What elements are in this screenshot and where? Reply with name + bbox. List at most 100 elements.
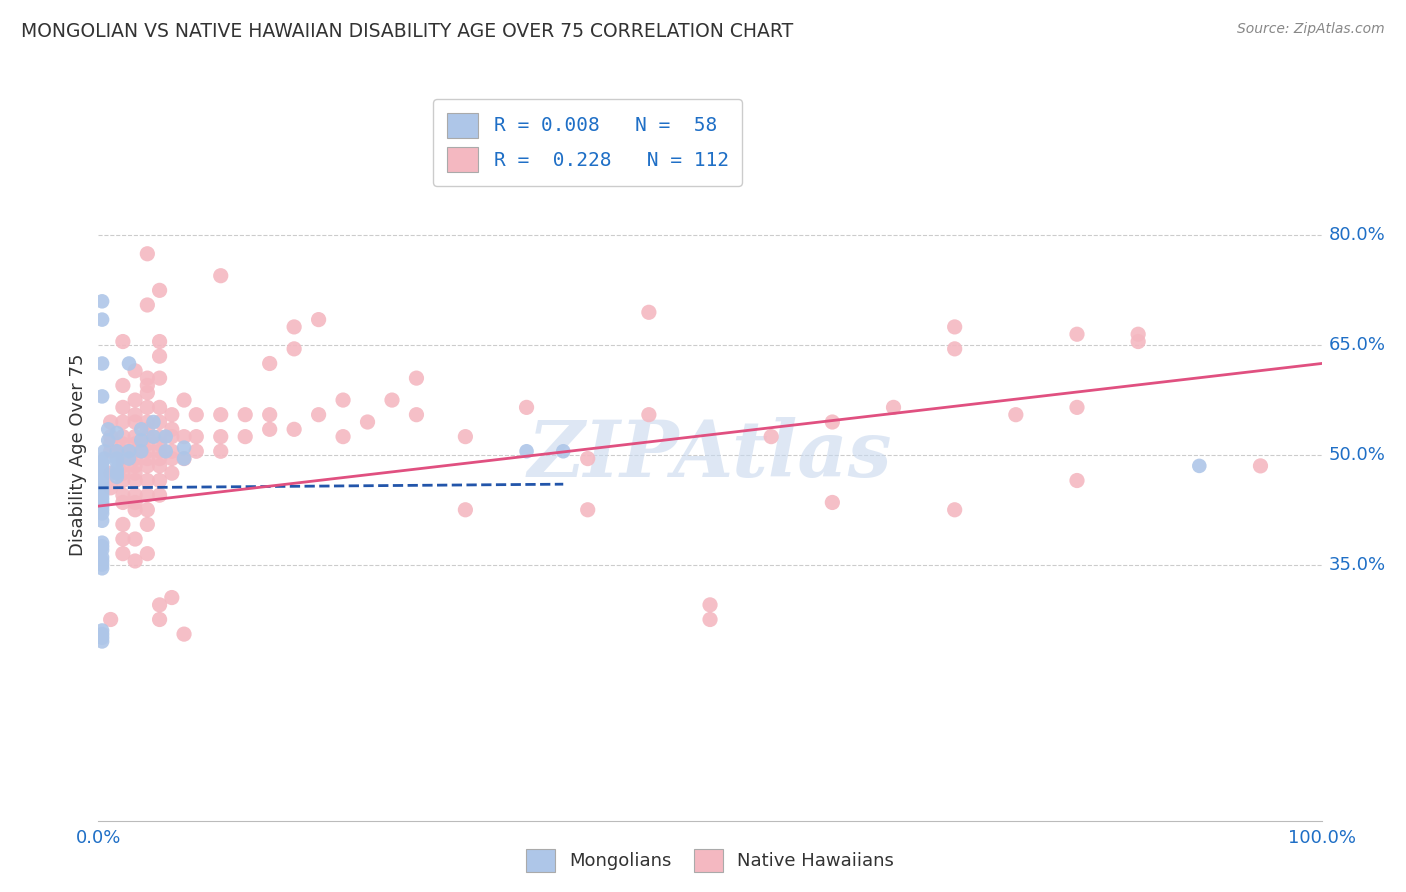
Text: MONGOLIAN VS NATIVE HAWAIIAN DISABILITY AGE OVER 75 CORRELATION CHART: MONGOLIAN VS NATIVE HAWAIIAN DISABILITY … [21,22,793,41]
Point [129,422,152,436]
Point [124,474,146,488]
Point [1249,458,1271,473]
Point [149,437,172,451]
Point [91,503,114,517]
Point [91,312,114,326]
Point [259,408,281,422]
Text: Source: ZipAtlas.com: Source: ZipAtlas.com [1237,22,1385,37]
Point [111,458,134,473]
Point [283,342,305,356]
Point [124,393,146,408]
Point [160,422,183,436]
Point [381,393,404,408]
Point [283,422,305,436]
Point [111,444,134,458]
Point [637,408,661,422]
Point [160,466,183,480]
Point [124,408,146,422]
Point [124,451,146,466]
Point [111,517,134,532]
Point [821,495,844,509]
Point [111,401,134,415]
Point [136,547,159,561]
Point [91,458,114,473]
Point [1066,401,1088,415]
Point [118,356,141,371]
Point [111,547,134,561]
Point [91,294,114,309]
Point [149,284,172,298]
Point [91,389,114,403]
Point [699,598,721,612]
Point [149,401,172,415]
Point [155,444,177,458]
Point [111,378,134,392]
Point [124,430,146,444]
Point [111,415,134,429]
Point [136,474,159,488]
Point [124,444,146,458]
Point [136,488,159,502]
Point [233,408,256,422]
Point [124,415,146,429]
Point [105,425,128,440]
Point [160,430,183,444]
Point [124,437,146,451]
Point [308,408,330,422]
Point [111,451,134,466]
Text: 80.0%: 80.0% [1329,227,1385,244]
Point [124,503,146,517]
Point [136,371,159,385]
Point [1128,327,1150,342]
Point [405,408,427,422]
Point [111,437,134,451]
Point [149,598,172,612]
Point [136,458,159,473]
Point [136,444,159,458]
Point [91,474,114,488]
Point [356,415,378,429]
Point [91,558,114,572]
Text: 65.0%: 65.0% [1329,336,1386,354]
Point [149,488,172,502]
Point [209,444,232,458]
Point [136,298,159,312]
Point [136,422,159,436]
Point [91,484,114,499]
Point [576,503,599,517]
Point [149,451,172,466]
Point [136,415,159,429]
Point [100,613,122,627]
Point [173,627,195,641]
Point [454,430,477,444]
Point [91,624,114,638]
Text: 35.0%: 35.0% [1329,556,1386,574]
Point [943,320,966,334]
Point [186,430,208,444]
Point [173,393,195,408]
Point [91,539,114,553]
Point [943,503,966,517]
Point [91,462,114,476]
Point [136,503,159,517]
Point [91,535,114,549]
Point [91,550,114,565]
Point [91,514,114,528]
Point [129,444,152,458]
Point [1004,408,1026,422]
Point [91,488,114,502]
Point [699,613,721,627]
Point [100,481,122,495]
Point [149,415,172,429]
Point [118,451,141,466]
Point [1066,474,1088,488]
Point [173,430,195,444]
Point [91,491,114,506]
Point [160,591,183,605]
Point [91,499,114,513]
Point [160,451,183,466]
Point [142,415,165,429]
Point [100,415,122,429]
Point [91,631,114,645]
Point [259,356,281,371]
